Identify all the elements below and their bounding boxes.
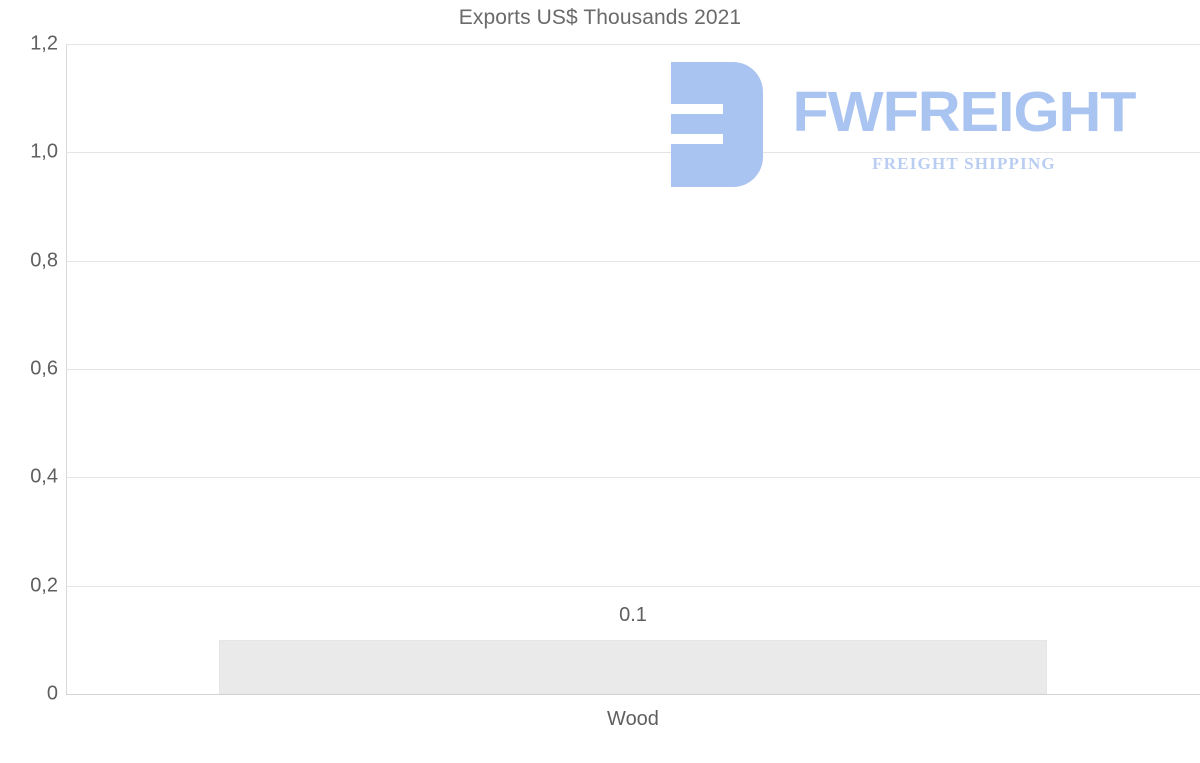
y-axis-tick-label: 0,4 — [30, 465, 58, 488]
gridline — [66, 260, 1200, 262]
y-axis-tick-label: 0 — [46, 682, 58, 705]
gridline — [66, 694, 1200, 695]
chart-title: Exports US$ Thousands 2021 — [458, 6, 742, 29]
gridline — [66, 477, 1200, 479]
y-axis-tick-labels: 0 0,2 0,4 0,6 0,8 1,0 1,2 — [0, 0, 58, 763]
x-axis-tick-label: Wood — [607, 708, 659, 730]
y-axis-tick-label: 0,2 — [30, 574, 58, 597]
y-axis-tick-label: 0,6 — [30, 357, 58, 380]
gridline — [66, 369, 1200, 370]
bar-value-label: 0.1 — [619, 603, 647, 626]
plot-area: 0.1 — [66, 44, 1200, 695]
bar[interactable] — [219, 639, 1047, 694]
y-axis-tick-label: 1,2 — [30, 32, 58, 55]
gridline — [66, 585, 1200, 587]
gridline — [66, 44, 1200, 45]
gridline — [66, 152, 1200, 154]
y-axis-tick-label: 1,0 — [30, 140, 58, 163]
y-axis-tick-label: 0,8 — [30, 249, 58, 272]
